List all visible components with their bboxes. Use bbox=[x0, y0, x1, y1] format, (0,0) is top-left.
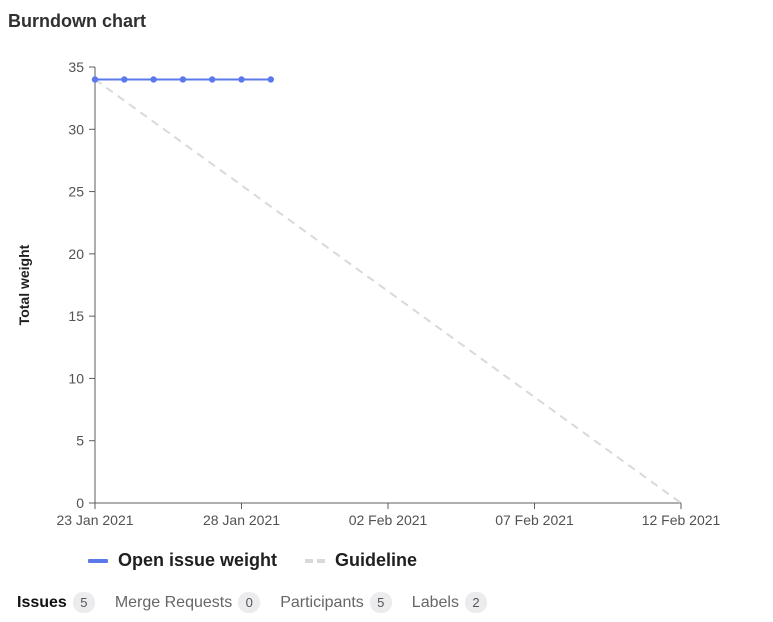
data-point bbox=[150, 76, 157, 83]
chart-series bbox=[91, 76, 682, 504]
legend-item-guideline[interactable]: Guideline bbox=[305, 550, 417, 571]
y-tick-label: 20 bbox=[68, 246, 84, 262]
legend-item-open-issue-weight[interactable]: Open issue weight bbox=[88, 550, 277, 571]
chart-legend: Open issue weight Guideline bbox=[88, 550, 445, 571]
tab-label: Participants bbox=[280, 593, 364, 611]
legend-swatch-dashed bbox=[305, 558, 326, 563]
tab-issues[interactable]: Issues 5 bbox=[17, 592, 95, 613]
x-tick-label: 28 Jan 2021 bbox=[203, 512, 280, 528]
tab-count-badge: 5 bbox=[72, 592, 95, 613]
legend-label: Guideline bbox=[335, 550, 418, 570]
y-tick-label: 10 bbox=[68, 370, 84, 386]
tab-count-badge: 0 bbox=[238, 592, 261, 613]
x-tick-label: 02 Feb 2021 bbox=[349, 512, 428, 528]
data-point bbox=[121, 76, 128, 83]
y-tick-label: 30 bbox=[68, 121, 84, 137]
y-tick-label: 25 bbox=[68, 184, 84, 200]
y-axis-title: Total weight bbox=[16, 244, 32, 325]
page-title: Burndown chart bbox=[8, 11, 146, 31]
burndown-chart: 0 5 10 15 20 25 30 35 23 Jan 2021 28 Jan 2021 02 … bbox=[16, 59, 721, 528]
y-axis: 0 5 10 15 20 25 30 35 bbox=[68, 59, 96, 511]
x-tick-label: 12 Feb 2021 bbox=[642, 512, 721, 528]
y-tick-label: 35 bbox=[68, 59, 84, 75]
legend-label: Open issue weight bbox=[118, 550, 278, 570]
tab-participants[interactable]: Participants 5 bbox=[280, 592, 392, 613]
y-tick-label: 15 bbox=[68, 308, 84, 324]
tab-label: Issues bbox=[17, 593, 67, 611]
x-tick-label: 23 Jan 2021 bbox=[56, 512, 133, 528]
guideline-line bbox=[94, 78, 682, 504]
data-point bbox=[267, 76, 274, 83]
legend-swatch-solid bbox=[88, 558, 108, 563]
tab-count-badge: 5 bbox=[369, 592, 392, 613]
tab-count-badge: 2 bbox=[464, 592, 487, 613]
x-tick-label: 07 Feb 2021 bbox=[495, 512, 574, 528]
data-point bbox=[209, 76, 216, 83]
data-point bbox=[179, 76, 187, 83]
tab-merge-requests[interactable]: Merge Requests 0 bbox=[114, 592, 261, 613]
tab-labels[interactable]: Labels 2 bbox=[412, 592, 487, 613]
y-tick-label: 0 bbox=[76, 495, 84, 511]
tab-label: Merge Requests bbox=[114, 593, 233, 611]
tab-bar: Issues 5 Merge Requests 0 Participants 5… bbox=[17, 592, 507, 613]
y-tick-label: 5 bbox=[76, 433, 84, 449]
tab-label: Labels bbox=[411, 593, 459, 611]
x-axis: 23 Jan 2021 28 Jan 2021 02 Feb 2021 07 Feb … bbox=[56, 502, 721, 528]
data-point bbox=[238, 76, 245, 83]
data-point bbox=[91, 76, 99, 83]
